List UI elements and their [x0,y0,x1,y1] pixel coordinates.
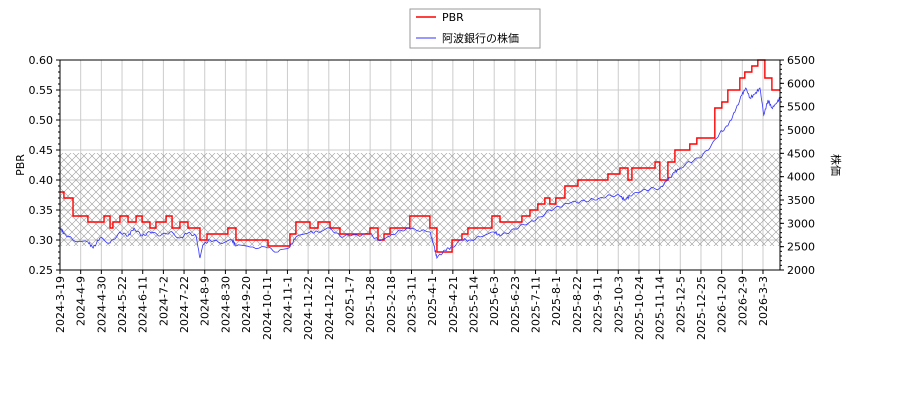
x-tick-label: 2025-9-11 [592,276,605,333]
y-axis-label-right: 株価 [829,154,843,176]
x-tick-label: 2025-1-7 [343,276,356,326]
y-axis-label-left: PBR [14,154,27,176]
x-tick-label: 2025-2-18 [385,276,398,333]
x-tick-label: 2024-11-1 [281,276,294,333]
x-tick-label: 2024-10-11 [261,276,274,340]
pbr-line [60,59,780,253]
x-tick-label: 2025-8-22 [571,276,584,333]
price-line [59,87,781,260]
x-tick-label: 2025-4-1 [426,276,439,326]
x-tick-label: 2024-7-22 [178,276,191,333]
y-tick-label-right: 2000 [787,264,815,277]
x-tick-label: 2024-11-22 [302,276,315,340]
x-tick-label: 2025-3-11 [406,276,419,333]
x-tick-label: 2025-12-5 [674,276,687,333]
y-tick-label-right: 6000 [787,77,815,90]
y-tick-label-left: 0.30 [29,234,54,247]
x-tick-label: 2024-12-12 [323,276,336,340]
y-tick-label-left: 0.25 [29,264,54,277]
x-tick-label: 2024-4-30 [95,276,108,333]
y-tick-label-left: 0.40 [29,174,54,187]
axis-ticks: 0.25 0.30 0.35 0.40 0.45 0.50 0.55 0.60 2000 2500… [29,54,816,340]
x-tick-label: 2025-1-28 [364,276,377,333]
y-tick-label-right: 5500 [787,101,815,114]
x-tick-label: 2024-8-9 [199,276,212,326]
x-tick-label: 2024-6-11 [137,276,150,333]
x-tick-label: 2024-3-19 [54,276,67,333]
legend-label-pbr: PBR [442,11,464,24]
y-tick-label-left: 0.45 [29,144,54,157]
x-tick-label: 2025-12-25 [695,276,708,340]
x-tick-label: 2025-6-23 [509,276,522,333]
y-tick-label-left: 0.55 [29,84,54,97]
x-tick-label: 2025-6-3 [488,276,501,326]
x-tick-label: 2024-4-9 [75,276,88,326]
x-tick-label: 2025-11-14 [654,276,667,340]
y-tick-label-left: 0.50 [29,114,54,127]
y-tick-label-right: 3000 [787,217,815,230]
y-tick-label-left: 0.60 [29,54,54,67]
x-tick-label: 2025-7-11 [530,276,543,333]
x-tick-label: 2026-3-3 [757,276,770,326]
x-tick-label: 2026-2-9 [736,276,749,326]
x-tick-label: 2025-8-1 [550,276,563,326]
y-tick-label-right: 6500 [787,54,815,67]
x-tick-label: 2025-10-24 [633,276,646,340]
x-tick-label: 2024-5-22 [116,276,129,333]
x-tick-label: 2025-10-3 [612,276,625,333]
x-tick-label: 2024-8-30 [219,276,232,333]
y-tick-label-right: 5000 [787,124,815,137]
legend-label-price: 阿波銀行の株価 [442,31,519,45]
y-tick-label-right: 3500 [787,194,815,207]
y-tick-label-right: 4500 [787,147,815,160]
x-tick-label: 2025-4-21 [447,276,460,333]
y-tick-label-left: 0.35 [29,204,54,217]
x-tick-label: 2024-7-2 [157,276,170,326]
y-tick-label-right: 2500 [787,241,815,254]
y-tick-label-right: 4000 [787,171,815,184]
legend: PBR 阿波銀行の株価 [409,8,541,49]
shaded-band [60,153,780,246]
x-tick-label: 2024-9-20 [240,276,253,333]
x-tick-label: 2026-1-20 [716,276,729,333]
plot-frame [59,59,781,271]
x-tick-label: 2025-5-14 [468,276,481,333]
series-lines [59,59,781,260]
